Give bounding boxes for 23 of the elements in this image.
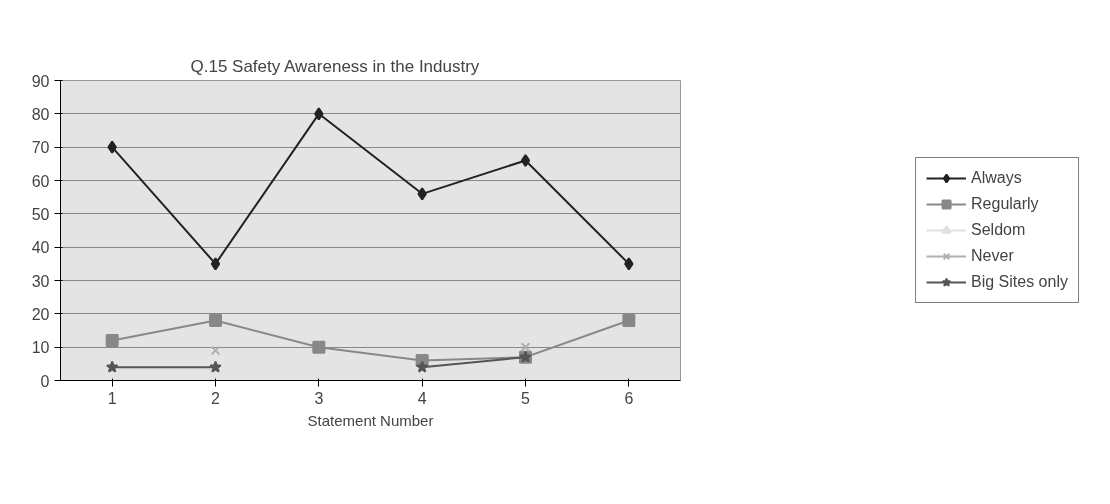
legend-label: Never — [971, 247, 1014, 265]
y-tick-label: 0 — [40, 372, 50, 390]
x-tick-label: 6 — [624, 389, 634, 407]
y-tick-label: 30 — [31, 272, 50, 290]
x-tick-label: 3 — [314, 389, 324, 407]
y-tick-label: 20 — [31, 305, 50, 323]
x-tick-label: 5 — [521, 389, 531, 407]
y-tick-label: 80 — [31, 105, 50, 123]
y-tick-label: 50 — [31, 205, 50, 223]
y-tick-label: 60 — [31, 172, 50, 190]
legend-label: Seldom — [971, 221, 1026, 239]
x-tick-label: 1 — [107, 389, 117, 407]
y-tick-label: 70 — [31, 139, 50, 157]
y-tick-label: 10 — [31, 339, 50, 357]
legend-label: Always — [971, 169, 1022, 187]
legend-label: Regularly — [971, 195, 1039, 213]
x-axis-title: Statement Number — [307, 411, 434, 429]
y-tick-label: 40 — [31, 239, 50, 257]
x-tick-label: 4 — [417, 389, 427, 407]
chart-title: Q.15 Safety Awareness in the Industry — [190, 56, 480, 76]
y-tick-label: 90 — [31, 72, 50, 90]
legend-label: Big Sites only — [971, 273, 1068, 291]
x-tick-label: 2 — [211, 389, 221, 407]
